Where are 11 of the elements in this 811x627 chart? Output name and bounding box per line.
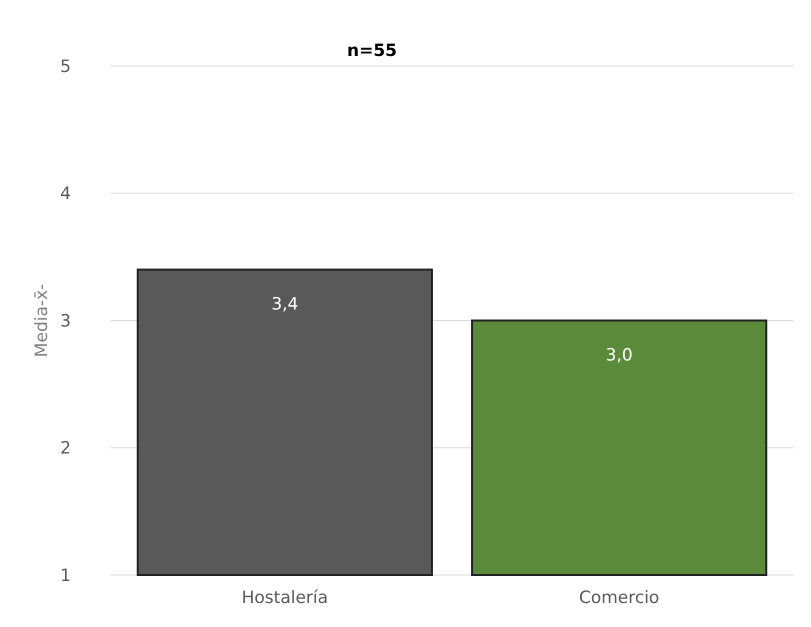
- data-label: 3,4: [271, 294, 298, 315]
- x-tick-label: Hostalería: [242, 588, 328, 608]
- y-tick-label: 1: [60, 566, 71, 586]
- chart-title: n=55: [346, 41, 398, 61]
- y-tick-label: 4: [60, 184, 71, 204]
- data-label: 3,0: [606, 346, 633, 366]
- y-axis-title: Media-x̄-: [32, 284, 52, 358]
- y-tick-label: 5: [60, 56, 71, 77]
- x-tick-label: Comercio: [578, 588, 660, 608]
- y-tick-label: 2: [60, 438, 71, 459]
- y-tick-label: 3: [60, 311, 71, 332]
